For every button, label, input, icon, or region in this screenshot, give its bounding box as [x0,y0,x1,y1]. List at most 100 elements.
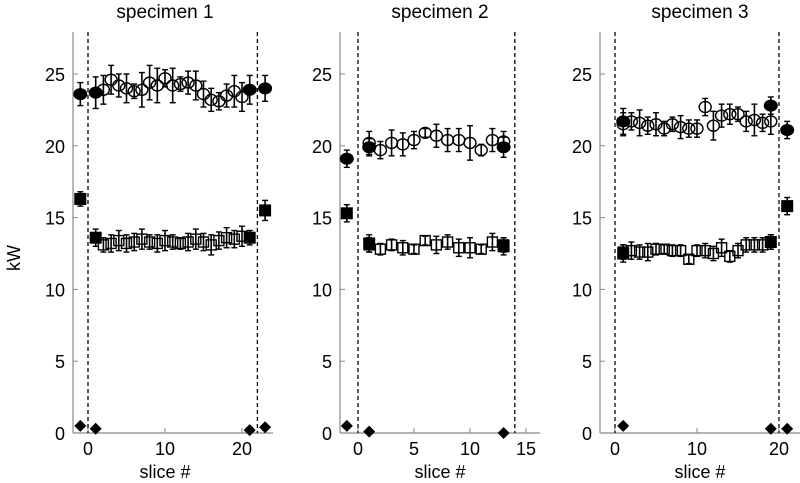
data-point [691,244,703,257]
data-point [633,246,646,258]
data-point [182,236,194,248]
series-square-open [97,225,248,256]
series-square-filled [74,191,272,248]
panel-specimen-2: specimen 2 slice # 0 5 10 15 20 25 0 5 10 15 [312,2,540,482]
x-tick-label: 0 [353,439,363,459]
data-point [362,141,377,154]
x-axis-label: slice # [139,462,190,482]
y-tick-label: 15 [45,209,65,229]
data-point [666,244,679,257]
data-point [497,427,510,439]
data-point [166,236,179,248]
series-square-filled [617,196,794,263]
data-point [113,234,125,247]
data-point [706,119,721,132]
data-point [73,88,88,101]
series-square-filled [340,203,510,256]
data-point [259,204,272,217]
data-point [699,244,711,257]
data-point [407,133,421,147]
data-point [731,108,745,121]
y-tick-label: 10 [312,280,332,300]
data-point [657,122,671,135]
data-point [213,234,225,247]
data-point [119,82,134,95]
x-tick-label: 5 [409,439,419,459]
data-point [142,76,157,89]
data-point [89,231,102,244]
data-point [339,152,354,165]
data-point [88,86,103,99]
data-point [74,419,87,432]
x-axis-label: slice # [414,462,465,482]
data-point [632,116,647,130]
data-point [173,77,188,91]
series-diamond-filled [74,419,272,437]
y-tick-label: 25 [572,65,592,85]
data-point [764,422,777,435]
data-point [150,79,165,92]
data-point [235,90,249,104]
data-point [673,120,688,134]
series-diamond-filled [340,419,510,439]
data-point [616,115,631,128]
data-point [396,138,410,151]
data-point [143,236,156,248]
y-tick-label: 0 [55,424,65,444]
data-point [259,421,272,434]
data-point [242,83,257,96]
data-point [739,115,753,128]
series-diamond-filled [617,419,794,435]
data-point [497,240,510,253]
data-point [683,253,695,265]
series-square-open [363,232,510,259]
data-point [419,234,431,247]
data-point [665,118,680,131]
data-point [714,109,729,122]
data-point [135,83,149,96]
y-tick-label: 5 [55,352,65,372]
data-point [136,233,148,245]
data-point [181,76,195,89]
data-point [363,425,376,438]
data-point [740,239,752,251]
data-point [220,232,233,244]
data-point [97,239,110,251]
data-point [650,243,662,255]
y-tick-label: 15 [572,209,592,229]
data-point [747,113,762,127]
data-point [219,89,234,102]
data-point [464,242,476,254]
data-point [397,242,409,254]
data-point [781,422,794,435]
data-point [649,118,663,131]
x-tick-label: 20 [232,439,252,459]
data-point [764,115,778,128]
series-circle-filled [616,96,795,140]
data-point [174,237,187,250]
data-point [189,79,203,92]
data-point [764,236,777,249]
data-point [763,99,778,112]
y-tick-label: 25 [45,65,65,85]
data-point [228,233,241,245]
series-circle-filled [339,136,511,169]
data-point [707,247,720,260]
data-point [105,237,117,250]
data-point [496,141,511,154]
data-point [340,419,353,432]
data-point [723,108,737,121]
data-point [780,124,795,137]
data-point [682,122,696,135]
y-tick-label: 20 [572,137,592,157]
data-point [690,122,704,135]
data-point [258,82,273,95]
data-point [617,419,630,432]
y-tick-label: 20 [312,137,332,157]
data-point [190,233,202,245]
data-point [127,85,141,98]
data-point [340,207,353,220]
y-tick-label: 25 [312,65,332,85]
panel-title: specimen 3 [651,2,748,23]
